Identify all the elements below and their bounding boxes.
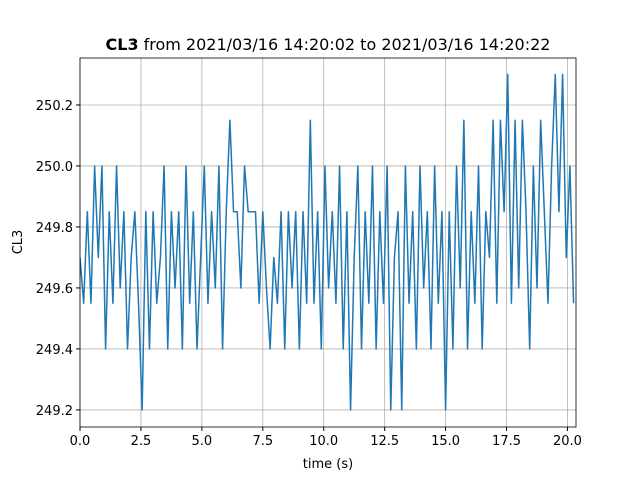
x-tick-label: 15.0 — [431, 434, 460, 449]
title-bold: CL3 — [106, 35, 139, 54]
y-tick-label: 249.4 — [36, 343, 73, 358]
x-tick-label: 2.5 — [131, 434, 152, 449]
data-line — [80, 73, 575, 411]
y-tick-label: 249.2 — [36, 404, 73, 419]
chart-title: CL3 from 2021/03/16 14:20:02 to 2021/03/1… — [106, 35, 551, 54]
x-tick-label: 10.0 — [309, 434, 338, 449]
x-tick-label: 17.5 — [492, 434, 521, 449]
x-tick-label: 20.0 — [553, 434, 582, 449]
x-tick-label: 12.5 — [370, 434, 399, 449]
y-tick-label: 249.8 — [36, 221, 73, 236]
axes-frame — [79, 57, 577, 428]
x-tick-label: 5.0 — [192, 434, 213, 449]
x-tick-label: 0.0 — [70, 434, 91, 449]
y-tick-label: 249.6 — [36, 282, 73, 297]
y-tick-label: 250.2 — [36, 99, 73, 114]
y-axis-label: CL3 — [11, 230, 26, 255]
title-text: from 2021/03/16 14:20:02 to 2021/03/16 1… — [144, 35, 551, 54]
x-axis-label: time (s) — [303, 457, 353, 472]
y-tick-label: 250.0 — [36, 160, 73, 175]
x-tick-label: 7.5 — [252, 434, 273, 449]
